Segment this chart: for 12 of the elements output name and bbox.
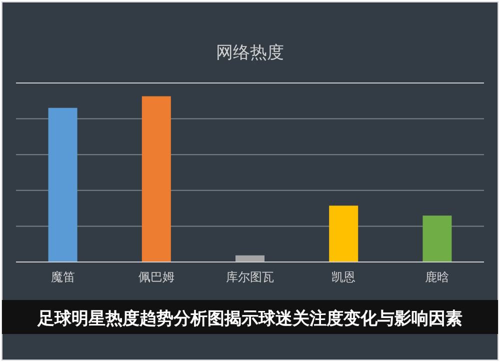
text: 足球明星热度趋势分析图揭示球迷关注度变化与影响因素 <box>36 309 462 329</box>
bar <box>142 96 171 262</box>
bar <box>236 255 264 262</box>
x-tick-label: 库尔图瓦 <box>226 270 274 284</box>
x-tick-label: 鹿晗 <box>425 270 450 284</box>
x-tick-label: 魔笛 <box>50 270 75 284</box>
bar <box>422 216 452 262</box>
chart-title: 网络热度 <box>216 43 284 63</box>
bar <box>329 206 358 262</box>
x-tick-label: 佩巴姆 <box>138 270 174 284</box>
bar <box>48 108 78 262</box>
x-tick-label: 凯恩 <box>332 270 356 284</box>
